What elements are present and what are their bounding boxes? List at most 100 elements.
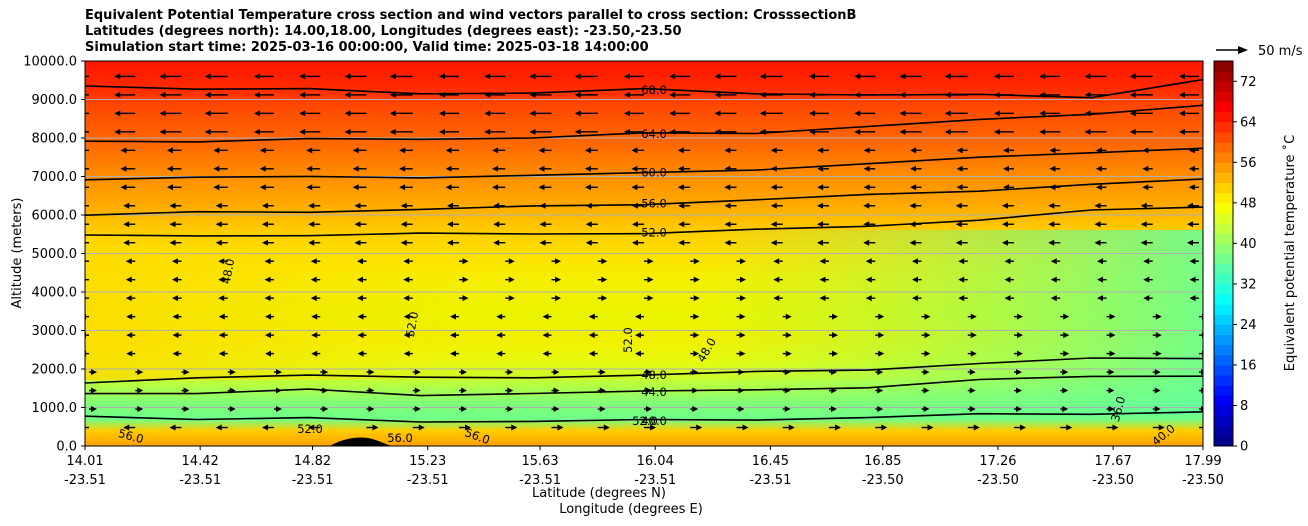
wind-vector-head bbox=[878, 350, 885, 357]
y-tick-label: 1000.0 bbox=[32, 401, 78, 416]
wind-vector-head bbox=[944, 91, 951, 98]
wind-vector-head bbox=[646, 387, 652, 394]
wind-vector-head bbox=[204, 91, 211, 98]
wind-vector-head bbox=[357, 313, 364, 320]
wind-vector-head bbox=[77, 221, 83, 227]
wind-vector-head bbox=[1049, 147, 1056, 154]
wind-vector-head bbox=[878, 313, 885, 320]
wind-vector-head bbox=[172, 276, 178, 283]
terrain bbox=[330, 437, 392, 446]
wind-vector-head bbox=[1016, 387, 1022, 394]
wind-vector-head bbox=[958, 258, 965, 265]
wind-vector-head bbox=[276, 387, 282, 394]
wind-vector-head bbox=[213, 147, 220, 154]
wind-vector-head bbox=[1155, 313, 1162, 320]
wind-vector-head bbox=[403, 332, 410, 339]
wind-vector-head bbox=[1187, 202, 1193, 209]
wind-vector-head bbox=[785, 350, 792, 357]
wind-vector-head bbox=[120, 184, 127, 191]
wind-vector-head bbox=[445, 165, 452, 172]
wind-vector-head bbox=[678, 202, 685, 209]
wind-vector-head bbox=[1039, 91, 1046, 98]
wind-vector-head bbox=[137, 387, 144, 394]
wind-vector-head bbox=[773, 295, 780, 302]
wind-vector-head bbox=[352, 165, 359, 172]
wind-vector-head bbox=[344, 73, 351, 80]
colorbar-segment bbox=[1214, 131, 1233, 143]
wind-vector-head bbox=[492, 147, 499, 154]
colorbar-tick-label: 64 bbox=[1240, 115, 1257, 130]
warm-left-region bbox=[85, 250, 1203, 380]
wind-vector-head bbox=[817, 184, 824, 191]
wind-vector-head bbox=[1201, 387, 1203, 394]
wind-vector-head bbox=[352, 147, 359, 154]
wind-vector-head bbox=[994, 110, 1000, 117]
wind-vector-head bbox=[678, 239, 685, 246]
colorbar-segment bbox=[1214, 111, 1233, 123]
colorbar-segment bbox=[1214, 395, 1233, 406]
wind-vector-head bbox=[632, 239, 638, 246]
colorbar-segment bbox=[1214, 364, 1233, 376]
wind-vector-head bbox=[229, 406, 236, 413]
wind-vector-head bbox=[77, 425, 83, 431]
wind-vector-head bbox=[994, 91, 1000, 98]
wind-vector-head bbox=[1048, 202, 1055, 209]
contour-label: 60.0 bbox=[641, 166, 667, 180]
wind-vector-head bbox=[399, 184, 406, 191]
wind-vector-head bbox=[403, 350, 410, 357]
wind-vector-head bbox=[1108, 369, 1115, 376]
wind-vector-head bbox=[973, 424, 980, 431]
y-tick-label: 3000.0 bbox=[32, 324, 78, 339]
wind-vector-head bbox=[770, 239, 777, 246]
x-tick-label-lat: 16.85 bbox=[864, 454, 901, 469]
contour-line bbox=[85, 178, 1203, 216]
wind-vector-head bbox=[172, 332, 179, 339]
quiver-key: 50 m/s bbox=[1216, 44, 1303, 59]
wind-vector-head bbox=[835, 424, 841, 431]
wind-vector-head bbox=[493, 221, 500, 228]
wind-vector-head bbox=[276, 406, 282, 413]
colorbar-segment bbox=[1214, 152, 1233, 163]
wind-vector-head bbox=[1189, 258, 1196, 265]
colorbar-tick-label: 16 bbox=[1240, 358, 1257, 373]
wind-vector-head bbox=[229, 387, 236, 394]
colorbar-segment bbox=[1214, 354, 1233, 366]
wind-vector-head bbox=[1095, 147, 1102, 154]
wind-vector-head bbox=[678, 221, 685, 228]
contour-label: 56.0 bbox=[387, 431, 413, 445]
wind-vector-head bbox=[357, 350, 364, 357]
wind-vector-head bbox=[759, 73, 766, 80]
contour-line bbox=[85, 78, 1203, 99]
wind-vector-head bbox=[493, 239, 500, 246]
wind-vector-head bbox=[447, 202, 453, 209]
wind-vector-head bbox=[439, 73, 445, 80]
wind-vector-head bbox=[414, 406, 421, 413]
wind-vector-head bbox=[601, 258, 608, 265]
wind-vector-head bbox=[484, 73, 491, 80]
wind-vector-head bbox=[529, 128, 536, 135]
wind-vector-head bbox=[204, 128, 211, 135]
wind-vector-head bbox=[368, 387, 375, 394]
wind-vector-head bbox=[462, 276, 469, 283]
wind-vector-head bbox=[555, 258, 561, 265]
wind-vector-head bbox=[863, 165, 870, 172]
wind-vector-head bbox=[646, 369, 652, 376]
wind-vector-head bbox=[1039, 110, 1046, 117]
wind-vector-head bbox=[264, 276, 271, 283]
wind-vector-head bbox=[414, 387, 421, 394]
wind-vector-head bbox=[496, 313, 503, 320]
wind-vector-head bbox=[352, 184, 359, 191]
colorbar-tick-label: 56 bbox=[1240, 156, 1257, 171]
wind-vector-head bbox=[403, 276, 410, 283]
colorbar-segment bbox=[1214, 314, 1233, 325]
wind-vector-head bbox=[389, 91, 396, 98]
wind-vector-head bbox=[91, 387, 97, 394]
contour-line bbox=[85, 411, 1203, 423]
wind-vector-head bbox=[738, 387, 745, 394]
wind-vector-head bbox=[218, 258, 225, 265]
wind-vector-head bbox=[461, 406, 467, 413]
wind-vector-head bbox=[692, 369, 699, 376]
wind-vector-head bbox=[724, 221, 731, 228]
wind-vector-head bbox=[215, 424, 222, 431]
